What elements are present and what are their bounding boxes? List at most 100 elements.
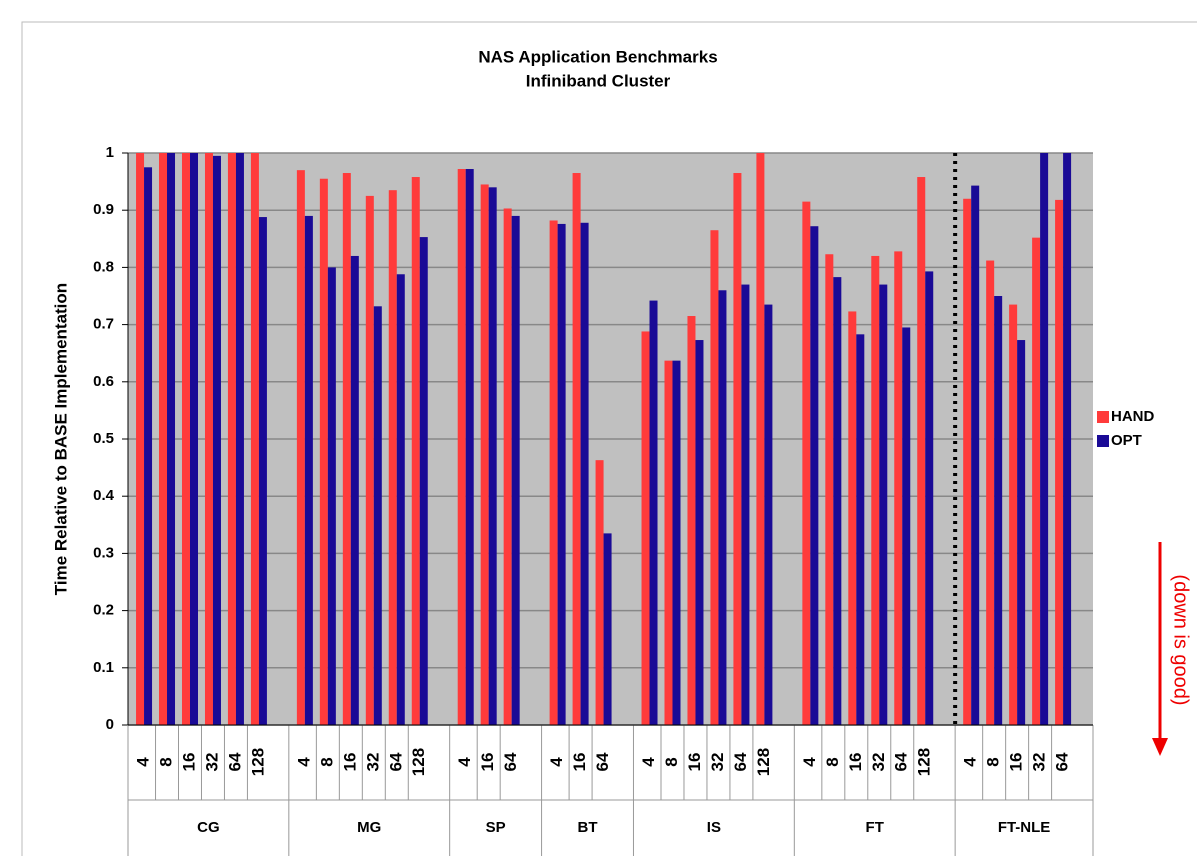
bar [641,331,650,725]
bar [136,153,145,725]
annotation: (down is good) [1170,574,1192,705]
bar [902,327,911,725]
bar [741,284,750,725]
bar [503,208,512,725]
bar [664,360,673,725]
bar [319,178,328,726]
bar [488,187,497,725]
bar [572,173,581,725]
bar [396,274,405,725]
x-tick-label: 32 [869,753,888,772]
bar [1009,304,1018,725]
x-tick-label: 16 [179,753,198,772]
x-tick-label: 4 [455,757,474,767]
bar [235,153,244,725]
bar [856,334,865,725]
x-tick-label: 16 [570,753,589,772]
bar [167,153,176,725]
x-tick-label: 64 [593,752,612,771]
bar [733,173,742,725]
y-tick-label: 0.8 [93,258,114,275]
y-tick-label: 0.7 [93,316,114,333]
x-tick-label: 128 [409,748,428,776]
x-tick-label: 8 [157,757,176,766]
x-tick-label: 8 [823,757,842,766]
bar [250,153,259,725]
legend-swatch [1097,411,1109,423]
chart-title: NAS Application Benchmarks [478,47,717,66]
bar [557,223,566,726]
x-tick-label: 32 [202,753,221,772]
bar [212,155,221,726]
group-label: MG [357,819,381,836]
bar [833,277,842,725]
legend-label: HAND [1111,408,1154,425]
group-label: BT [578,819,598,836]
bar [848,311,857,725]
bar [764,304,773,725]
bar [917,177,926,726]
bar [810,226,819,725]
group-label: IS [707,819,721,836]
bar [159,153,168,725]
x-tick-label: 128 [915,748,934,776]
bar [457,169,466,726]
bar [411,177,420,726]
x-tick-label: 128 [754,748,773,776]
bar [465,169,474,726]
bar [419,237,428,726]
x-tick-label: 16 [1007,753,1026,772]
x-tick-label: 64 [731,752,750,771]
bar [649,300,658,725]
bar [189,153,198,725]
y-axis-label: Time Relative to BASE Implementation [51,283,70,595]
legend-swatch [1097,435,1109,447]
x-tick-label: 16 [685,753,704,772]
bar [373,306,382,725]
y-tick-label: 0.2 [93,602,114,619]
bar [365,195,374,725]
bar [258,217,267,725]
bar [327,267,336,725]
x-tick-label: 64 [225,752,244,771]
y-tick-label: 0.4 [93,487,115,504]
bar [718,290,727,725]
bar [304,215,313,726]
y-tick-label: 0.3 [93,544,114,561]
x-tick-label: 8 [317,757,336,766]
bar [204,153,213,725]
bar [1040,153,1049,725]
x-tick-label: 64 [892,752,911,771]
legend-label: OPT [1111,432,1142,449]
group-label: SP [486,819,506,836]
bar [181,153,190,725]
y-tick-label: 0.9 [93,201,114,218]
group-label: CG [197,819,220,836]
x-tick-label: 64 [501,752,520,771]
bar [595,460,604,725]
y-tick-label: 0.1 [93,659,114,676]
bar [580,222,589,725]
bar [925,271,934,725]
x-tick-label: 16 [846,753,865,772]
bar [963,198,972,725]
x-tick-label: 32 [708,753,727,772]
bar [710,230,719,725]
y-tick-label: 0.5 [93,430,114,447]
x-tick-label: 128 [248,748,267,776]
x-tick-label: 16 [340,753,359,772]
bar [994,296,1003,725]
x-tick-label: 4 [639,757,658,767]
group-label: FT [866,819,884,836]
bar [480,184,489,725]
bar [825,254,834,725]
x-tick-label: 8 [984,757,1003,766]
x-tick-label: 16 [478,753,497,772]
bar [227,153,236,725]
bar [1032,237,1041,725]
bar [342,173,351,725]
bar [672,360,681,725]
y-tick-label: 0 [106,716,114,733]
group-label: FT-NLE [998,819,1051,836]
